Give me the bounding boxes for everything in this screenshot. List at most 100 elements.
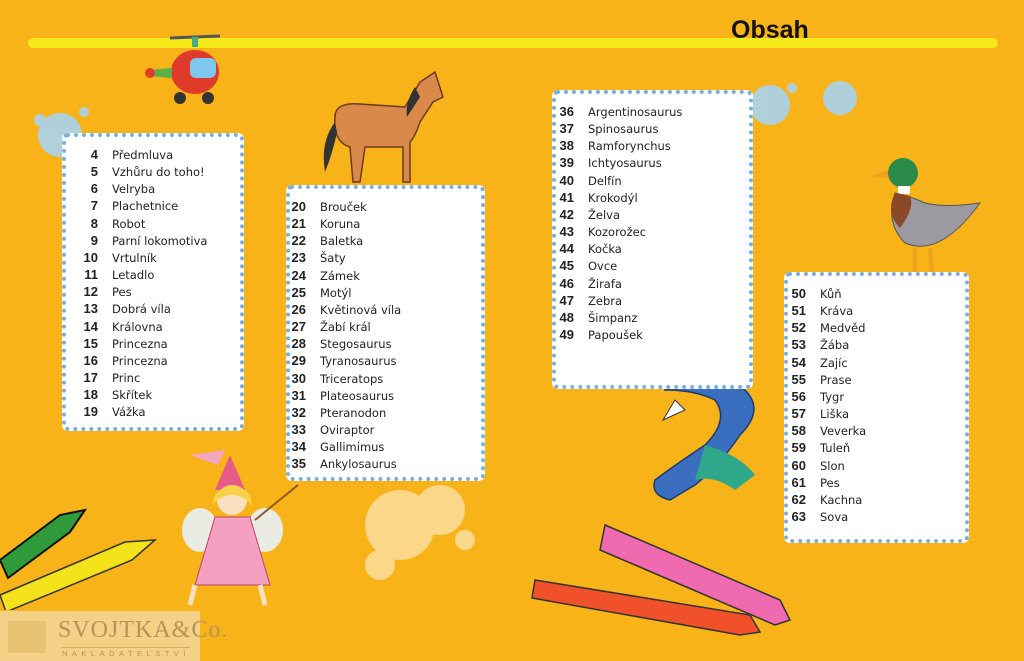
entry-title: Pes	[112, 285, 132, 300]
entry-title: Ramforynchus	[588, 139, 671, 154]
page-number: 8	[90, 215, 98, 231]
entry-title: Sova	[820, 509, 849, 524]
entry-title: Skřítek	[112, 388, 153, 403]
entry-title: Kachna	[820, 492, 863, 507]
toc-entry: 17 Princ	[70, 369, 141, 386]
toc-entry: 19 Vážka	[70, 403, 146, 420]
toc-entry: 51 Kráva	[778, 302, 854, 319]
dragon-illustration	[653, 371, 755, 501]
page-number: 14	[83, 318, 98, 334]
page-number: 33	[291, 421, 306, 437]
toc-entry: 7 Plachetnice	[70, 197, 179, 214]
toc-entry: 16 Princezna	[70, 352, 168, 369]
page-number: 51	[791, 303, 806, 319]
publisher-logo-icon	[8, 621, 46, 653]
entry-title: Veverka	[820, 424, 867, 439]
page-number: 26	[291, 301, 306, 317]
toc-entry: 54 Zajíc	[778, 354, 848, 371]
page-number: 48	[559, 309, 574, 325]
page-number: 60	[791, 457, 806, 473]
entry-title: Letadlo	[112, 268, 155, 283]
toc-entry: 49 Papoušek	[546, 326, 643, 343]
entry-title: Žába	[820, 338, 850, 353]
toc-entry: 58 Veverka	[778, 422, 867, 439]
toc-entry: 32 Pteranodon	[278, 404, 387, 421]
toc-entry: 26 Květinová víla	[278, 301, 402, 318]
page-number: 28	[291, 336, 306, 352]
toc-entry: 40 Delfín	[546, 172, 622, 189]
toc-entry: 33 Oviraptor	[278, 421, 375, 438]
entry-title: Květinová víla	[320, 302, 402, 317]
toc-entry: 24 Zámek	[278, 267, 360, 284]
entry-title: Tygr	[820, 389, 845, 404]
page-number: 50	[791, 286, 806, 301]
page-number: 24	[291, 267, 306, 283]
entry-title: Kozorožec	[588, 225, 647, 240]
entry-title: Krokodýl	[588, 190, 638, 205]
entry-title: Medvěd	[820, 321, 866, 336]
page-number: 18	[83, 387, 98, 403]
toc-entry: 63 Sova	[778, 508, 849, 525]
page-number: 63	[791, 508, 806, 524]
page-number: 42	[559, 206, 574, 222]
page-number: 23	[291, 250, 306, 266]
page-number: 17	[83, 369, 98, 385]
toc-entry: 22 Baletka	[278, 232, 364, 249]
entry-title: Stegosaurus	[320, 337, 392, 352]
page-number: 4	[90, 147, 98, 162]
toc-entry: 45 Ovce	[546, 257, 618, 274]
toc-box-3	[552, 90, 753, 389]
entry-title: Princ	[112, 370, 141, 385]
toc-entry: 30 Triceratops	[278, 370, 384, 387]
entry-title: Ovce	[588, 259, 618, 274]
entry-title: Prase	[820, 372, 852, 387]
entry-title: Žabí král	[320, 320, 371, 335]
entry-title: Parní lokomotiva	[112, 233, 208, 248]
page-number: 32	[291, 404, 306, 420]
page-number: 62	[791, 491, 806, 507]
toc-entry: 61 Pes	[778, 474, 840, 491]
toc-entry: 43 Kozorožec	[546, 223, 647, 240]
page-number: 58	[791, 423, 806, 439]
entry-title: Dobrá víla	[112, 302, 171, 317]
toc-entry: 18 Skřítek	[70, 386, 153, 403]
toc-entry: 25 Motýl	[278, 284, 352, 301]
page-number: 9	[90, 232, 98, 248]
toc-entry: 8 Robot	[70, 215, 146, 232]
entry-title: Pteranodon	[320, 405, 387, 420]
page-number: 38	[559, 138, 574, 154]
entry-title: Zebra	[588, 293, 623, 308]
page-number: 53	[791, 337, 806, 353]
toc-entry: 21 Koruna	[278, 215, 361, 232]
toc-entry: 20 Brouček	[278, 198, 367, 215]
entry-title: Vrtulník	[112, 250, 157, 265]
entry-title: Papoušek	[588, 327, 643, 342]
toc-entry: 6 Velryba	[70, 180, 155, 197]
entry-title: Liška	[820, 407, 850, 422]
toc-entry: 35 Ankylosaurus	[278, 455, 397, 472]
entry-title: Šaty	[320, 251, 346, 266]
entry-title: Princezna	[112, 336, 168, 351]
entry-title: Plachetnice	[112, 199, 179, 214]
toc-entry: 42 Želva	[546, 206, 620, 223]
page-number: 36	[559, 104, 574, 119]
toc-entry: 53 Žába	[778, 336, 850, 353]
toc-entry: 52 Medvěd	[778, 319, 866, 336]
toc-entry: 50 Kůň	[778, 285, 842, 302]
toc-entry: 37 Spinosaurus	[546, 120, 659, 137]
page-number: 5	[90, 164, 98, 180]
publisher-name: SVOJTKA&Co.	[58, 617, 229, 643]
toc-entry: 5 Vzhůru do toho!	[70, 163, 205, 180]
page-number: 34	[291, 439, 306, 455]
toc-entry: 23 Šaty	[278, 249, 346, 266]
page-number: 43	[559, 224, 574, 240]
page-number: 21	[291, 216, 306, 232]
publisher-subtitle: NAKLADATELSTVÍ	[62, 647, 190, 658]
page-number: 57	[791, 406, 806, 422]
toc-entry: 59 Tuleň	[778, 439, 851, 456]
toc-entry: 60 Slon	[778, 457, 845, 474]
entry-title: Tyranosaurus	[320, 354, 397, 369]
entry-title: Velryba	[112, 182, 156, 197]
toc-entry: 29 Tyranosaurus	[278, 352, 397, 369]
entry-title: Královna	[112, 319, 163, 334]
